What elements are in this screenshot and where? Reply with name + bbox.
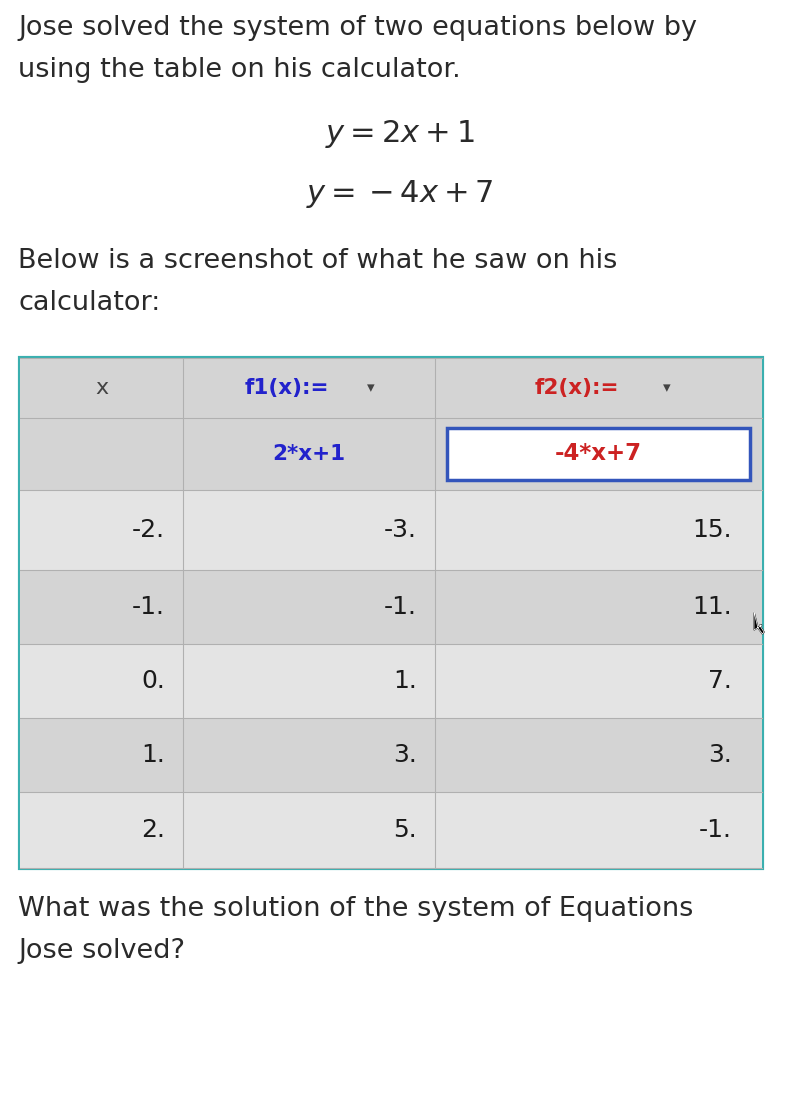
Text: calculator:: calculator: [18, 290, 160, 316]
Bar [20, 570, 762, 645]
Text: 15.: 15. [692, 518, 732, 542]
Text: x: x [95, 378, 108, 398]
Bar [20, 718, 762, 792]
Bar [20, 359, 762, 868]
Text: ▾: ▾ [662, 381, 670, 395]
Text: 2*x+1: 2*x+1 [273, 443, 346, 464]
Text: What was the solution of the system of Equations: What was the solution of the system of E… [18, 896, 694, 922]
Bar [20, 490, 762, 570]
Bar [20, 792, 762, 868]
Text: f1(x):=: f1(x):= [245, 378, 330, 398]
Text: 2.: 2. [141, 818, 165, 842]
Text: -1.: -1. [132, 595, 165, 619]
Text: -1.: -1. [699, 818, 732, 842]
Text: Jose solved?: Jose solved? [18, 938, 185, 964]
Text: -1.: -1. [384, 595, 417, 619]
Text: Jose solved the system of two equations below by: Jose solved the system of two equations … [18, 15, 697, 41]
Text: 1.: 1. [141, 743, 165, 767]
Text: Below is a screenshot of what he saw on his: Below is a screenshot of what he saw on … [18, 248, 618, 274]
Polygon shape [754, 612, 764, 634]
Bar [447, 428, 750, 480]
Text: $y = 2x + 1$: $y = 2x + 1$ [325, 118, 475, 150]
Text: ▾: ▾ [367, 381, 375, 395]
Text: 3.: 3. [393, 743, 417, 767]
Text: -4*x+7: -4*x+7 [555, 442, 642, 466]
Bar [20, 418, 762, 490]
Text: using the table on his calculator.: using the table on his calculator. [18, 57, 461, 83]
Text: 0.: 0. [141, 669, 165, 693]
Text: 1.: 1. [393, 669, 417, 693]
Text: 5.: 5. [394, 818, 417, 842]
Text: $y = -4x + 7$: $y = -4x + 7$ [306, 178, 494, 210]
Bar [20, 645, 762, 718]
Text: 7.: 7. [708, 669, 732, 693]
Text: 3.: 3. [708, 743, 732, 767]
Text: 11.: 11. [692, 595, 732, 619]
Bar [20, 359, 762, 418]
Text: -2.: -2. [132, 518, 165, 542]
Text: f2(x):=: f2(x):= [534, 378, 618, 398]
Text: -3.: -3. [384, 518, 417, 542]
